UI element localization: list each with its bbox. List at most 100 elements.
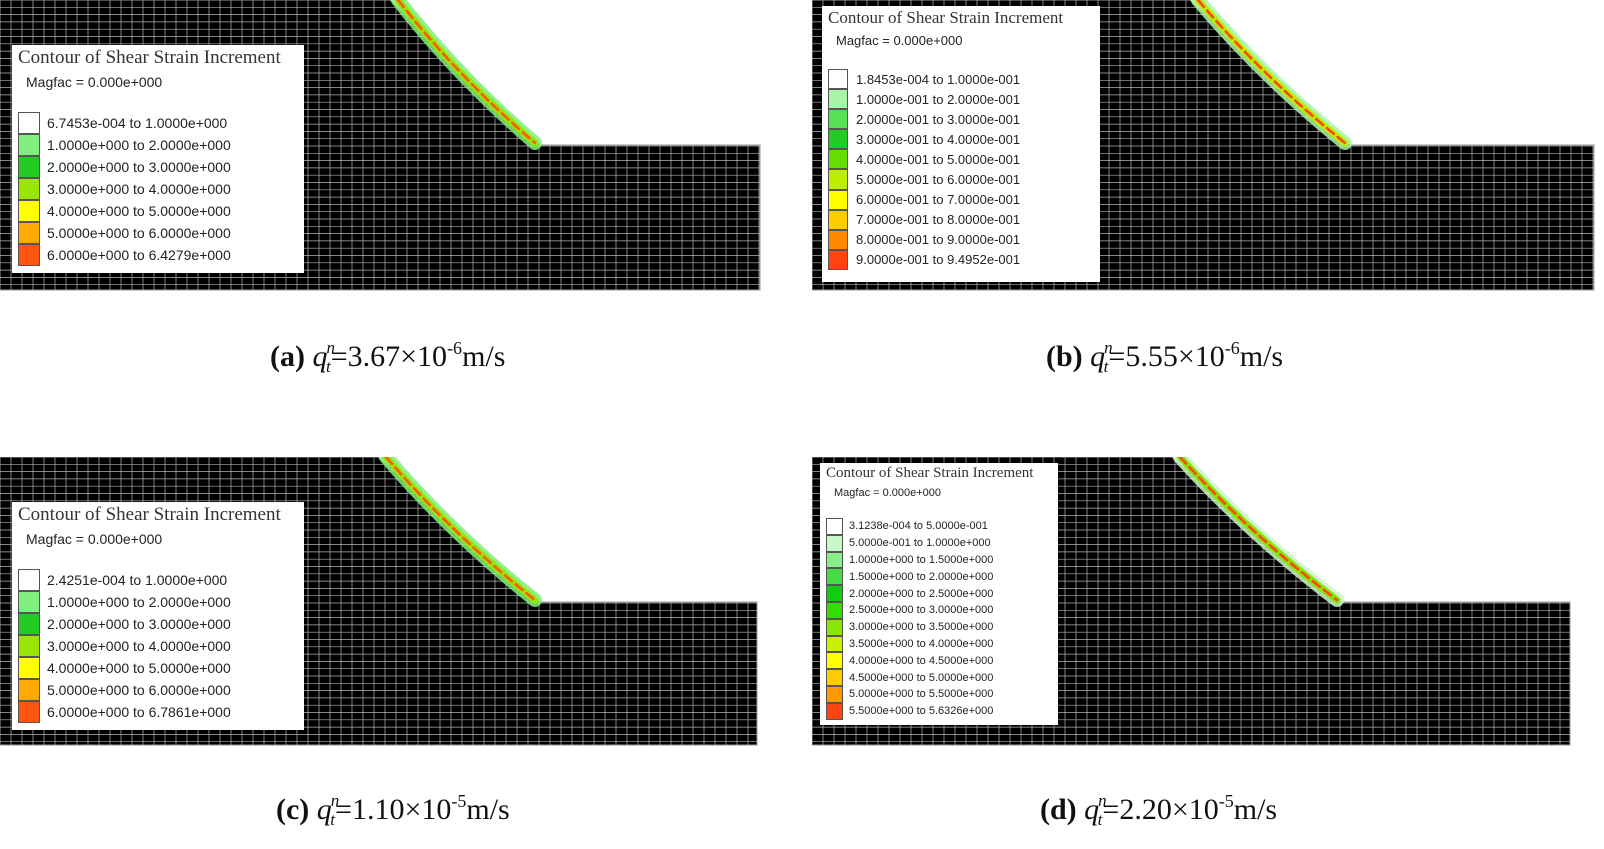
legend-item: 8.0000e-001 to 9.0000e-001 [828,229,1100,250]
legend-item: 2.0000e+000 to 3.0000e+000 [18,156,304,178]
legend-swatch [828,129,848,150]
legend-label: 5.0000e+000 to 6.0000e+000 [47,225,231,241]
legend-item: 5.0000e-001 to 1.0000e+000 [826,534,1058,552]
legend-label: 2.0000e+000 to 2.5000e+000 [849,587,994,600]
caption-c: (c) qnt=1.10×10-5m/s [276,791,510,829]
caption-b: (b) qnt=5.55×10-6m/s [1046,338,1284,376]
legend-item: 3.0000e+000 to 4.0000e+000 [18,635,304,657]
legend-item: 6.0000e+000 to 6.4279e+000 [18,244,304,266]
legend-swatch [18,635,40,657]
legend-label: 3.0000e+000 to 4.0000e+000 [47,638,231,654]
legend-title: Contour of Shear Strain Increment [18,47,281,68]
panel-a: Contour of Shear Strain Increment Magfac … [0,0,770,300]
panel-c: Contour of Shear Strain Increment Magfac … [0,457,770,757]
legend-item: 7.0000e-001 to 8.0000e-001 [828,209,1100,230]
legend-swatch [826,635,843,653]
legend-item: 2.0000e+000 to 2.5000e+000 [826,585,1058,602]
legend-swatch [18,591,40,613]
legend-item: 6.0000e-001 to 7.0000e-001 [828,189,1100,210]
legend-label: 6.0000e+000 to 6.4279e+000 [47,247,231,263]
legend-item: 4.0000e+000 to 5.0000e+000 [18,657,304,679]
legend-swatch [828,229,848,250]
legend-label: 1.0000e+000 to 1.5000e+000 [849,553,994,566]
legend-label: 5.0000e+000 to 6.0000e+000 [47,682,231,698]
legend-label: 7.0000e-001 to 8.0000e-001 [856,212,1021,228]
legend-swatch [18,178,40,200]
legend-item: 3.0000e+000 to 4.0000e+000 [18,178,304,200]
legend-label: 2.0000e-001 to 3.0000e-001 [856,111,1021,127]
shear-band-core [1196,0,1347,145]
legend-item: 1.0000e+000 to 2.0000e+000 [18,134,304,156]
legend-swatch [826,669,843,686]
legend-swatch [826,585,843,602]
legend-item: 4.0000e+000 to 4.5000e+000 [826,652,1058,670]
legend-label: 1.0000e+000 to 2.0000e+000 [47,594,231,610]
legend-swatch [18,613,40,635]
legend-swatch [826,534,843,552]
shear-band-core [1178,457,1339,602]
legend-swatch [18,222,40,244]
legend-swatch [18,200,40,222]
shear-band-core [396,0,537,145]
legend-label: 4.0000e+000 to 5.0000e+000 [47,203,231,219]
legend-swatch [18,701,40,723]
legend-label: 4.0000e+000 to 5.0000e+000 [47,660,231,676]
legend-magfac: Magfac = 0.000e+000 [26,74,163,90]
legend-swatch [18,657,40,679]
legend-item: 2.4251e-004 to 1.0000e+000 [18,569,304,591]
caption-a: (a) qnt=3.67×10-6m/s [270,338,506,376]
legend-magfac: Magfac = 0.000e+000 [836,33,963,48]
legend-title: Contour of Shear Strain Increment [18,504,281,525]
legend-item: 9.0000e-001 to 9.4952e-001 [828,249,1100,270]
legend-item: 4.0000e-001 to 5.0000e-001 [828,149,1100,170]
legend-swatch [828,89,848,110]
legend-swatch [18,112,40,134]
legend-label: 2.5000e+000 to 3.0000e+000 [849,604,994,617]
legend-swatch [826,551,843,569]
legend-label: 3.5000e+000 to 4.0000e+000 [849,637,994,650]
legend-swatch [826,618,843,636]
legend-item: 5.0000e+000 to 5.5000e+000 [826,685,1058,703]
caption-d: (d) qnt=2.20×10-5m/s [1040,791,1278,829]
legend-swatch [826,601,843,619]
legend-item: 1.5000e+000 to 2.0000e+000 [826,568,1058,586]
legend-item: 6.0000e+000 to 6.7861e+000 [18,701,304,723]
legend-magfac: Magfac = 0.000e+000 [26,531,163,547]
legend-swatch [826,568,843,586]
legend-item: 1.0000e-001 to 2.0000e-001 [828,89,1100,110]
shear-band-core [384,457,537,602]
legend-item: 5.5000e+000 to 5.6326e+000 [826,702,1058,720]
panel-d: Contour of Shear Strain Increment Magfac … [812,457,1604,757]
legend-item: 3.5000e+000 to 4.0000e+000 [826,635,1058,653]
legend-swatch [18,244,40,266]
legend-title: Contour of Shear Strain Increment [826,465,1034,481]
legend-swatch [826,652,843,670]
legend-item: 6.7453e-004 to 1.0000e+000 [18,112,304,134]
legend-item: 4.0000e+000 to 5.0000e+000 [18,200,304,222]
legend-swatch [828,169,848,190]
legend-a: Contour of Shear Strain Increment Magfac … [12,45,304,273]
legend-label: 5.0000e-001 to 1.0000e+000 [849,537,991,550]
legend-item: 2.0000e+000 to 3.0000e+000 [18,613,304,635]
legend-swatch [828,249,848,270]
legend-item: 1.0000e+000 to 2.0000e+000 [18,591,304,613]
legend-swatch [828,69,848,90]
legend-item: 1.8453e-004 to 1.0000e-001 [828,69,1100,90]
legend-swatch [18,679,40,701]
legend-label: 3.1238e-004 to 5.0000e-001 [849,520,988,533]
legend-swatch [828,149,848,170]
legend-label: 5.0000e+000 to 5.5000e+000 [849,688,994,701]
legend-label: 5.5000e+000 to 5.6326e+000 [849,705,994,718]
legend-d: Contour of Shear Strain Increment Magfac … [820,463,1058,725]
legend-label: 9.0000e-001 to 9.4952e-001 [856,252,1021,268]
legend-item: 2.0000e-001 to 3.0000e-001 [828,109,1100,130]
legend-item: 5.0000e+000 to 6.0000e+000 [18,222,304,244]
legend-label: 2.4251e-004 to 1.0000e+000 [47,572,228,588]
legend-swatch [828,209,848,230]
legend-label: 3.0000e+000 to 4.0000e+000 [47,181,231,197]
legend-label: 4.0000e+000 to 4.5000e+000 [849,654,994,667]
legend-label: 6.7453e-004 to 1.0000e+000 [47,115,228,131]
legend-label: 1.0000e+000 to 2.0000e+000 [47,137,231,153]
legend-label: 2.0000e+000 to 3.0000e+000 [47,159,231,175]
legend-label: 2.0000e+000 to 3.0000e+000 [47,616,231,632]
